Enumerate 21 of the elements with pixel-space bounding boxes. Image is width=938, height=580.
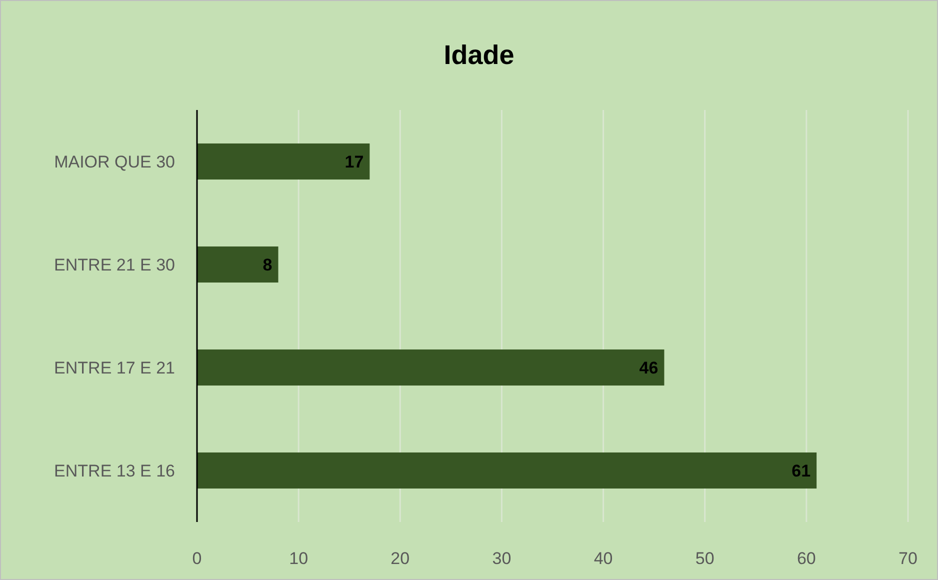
- x-tick-label: 70: [898, 549, 918, 568]
- x-tick-label: 20: [390, 549, 410, 568]
- data-label: 61: [792, 462, 811, 481]
- bar: [197, 349, 664, 386]
- data-label: 46: [639, 358, 658, 378]
- chart-title: Idade: [444, 40, 514, 70]
- y-tick-label: ENTRE 13 E 16: [54, 462, 175, 481]
- bar: [197, 452, 817, 489]
- y-tick-label: ENTRE 17 E 21: [54, 358, 175, 378]
- bar: [197, 143, 370, 180]
- y-tick-label: MAIOR QUE 30: [54, 152, 175, 172]
- x-tick-label: 50: [695, 549, 714, 568]
- y-tick-label: ENTRE 21 E 30: [54, 256, 175, 275]
- data-label: 17: [344, 152, 364, 172]
- x-tick-label: 10: [289, 549, 308, 568]
- x-tick-label: 60: [796, 549, 816, 568]
- x-tick-label: 0: [192, 549, 202, 568]
- bar: [197, 246, 278, 283]
- data-label: 8: [262, 256, 272, 275]
- x-tick-label: 40: [594, 549, 613, 568]
- x-tick-label: 30: [492, 549, 512, 568]
